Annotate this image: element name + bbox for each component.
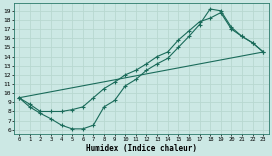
X-axis label: Humidex (Indice chaleur): Humidex (Indice chaleur)	[86, 144, 197, 153]
